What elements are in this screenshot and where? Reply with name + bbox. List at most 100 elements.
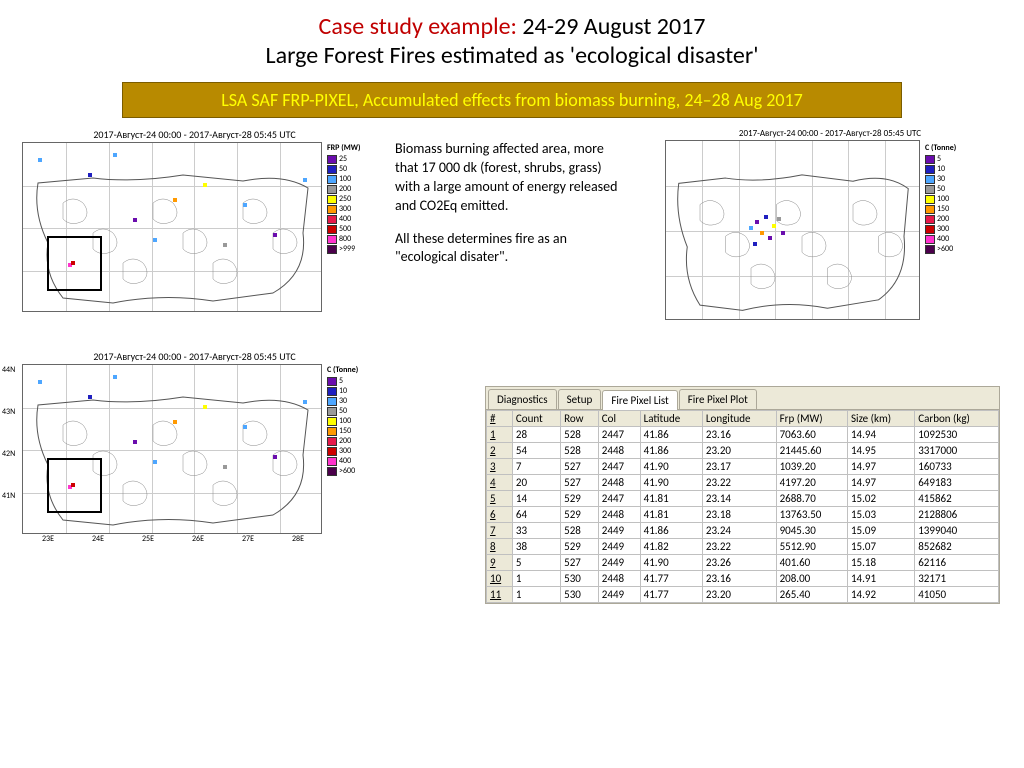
- legend-row: 300: [925, 224, 956, 234]
- table-cell: 1399040: [915, 523, 999, 539]
- legend-row: 100: [327, 416, 358, 426]
- legend-label: 400: [937, 234, 949, 244]
- legend-swatch: [327, 457, 337, 466]
- table-row[interactable]: 95527244941.9023.26401.6015.1862116: [487, 555, 999, 571]
- table-row[interactable]: 733528244941.8623.249045.3015.091399040: [487, 523, 999, 539]
- legend-swatch: [327, 447, 337, 456]
- table-cell: 9045.30: [776, 523, 847, 539]
- tab-diagnostics[interactable]: Diagnostics: [488, 389, 557, 409]
- legend-label: 300: [937, 224, 949, 234]
- table-cell: 415862: [915, 491, 999, 507]
- legend-swatch: [327, 407, 337, 416]
- col-header[interactable]: Col: [598, 411, 640, 427]
- tab-fire-pixel-list[interactable]: Fire Pixel List: [602, 390, 677, 410]
- legend-label: >600: [937, 244, 953, 254]
- table-cell: 5: [512, 555, 560, 571]
- table-cell: 2449: [598, 587, 640, 603]
- axis-y-label: 44N: [2, 365, 15, 375]
- col-header[interactable]: Longitude: [702, 411, 776, 427]
- table-row[interactable]: 128528244741.8623.167063.6014.941092530: [487, 427, 999, 443]
- legend-label: 800: [339, 234, 351, 244]
- table-cell: 10: [487, 571, 513, 587]
- legend-label: 50: [937, 184, 945, 194]
- fire-dot: [768, 236, 772, 240]
- table-cell: 265.40: [776, 587, 847, 603]
- table-row[interactable]: 254528244841.8623.2021445.6014.953317000: [487, 443, 999, 459]
- table-cell: 41.81: [640, 507, 702, 523]
- legend-swatch: [327, 245, 337, 254]
- legend-swatch: [327, 215, 337, 224]
- col-header[interactable]: Carbon (kg): [915, 411, 999, 427]
- table-row[interactable]: 514529244741.8123.142688.7015.02415862: [487, 491, 999, 507]
- legend-label: 150: [339, 426, 351, 436]
- table-row[interactable]: 420527244841.9023.224197.2014.97649183: [487, 475, 999, 491]
- title-red: Case study example:: [319, 12, 517, 41]
- table-cell: 4: [487, 475, 513, 491]
- axis-x-label: 27E: [242, 534, 254, 544]
- table-row[interactable]: 101530244841.7723.16208.0014.9132171: [487, 571, 999, 587]
- col-header[interactable]: Size (km): [847, 411, 914, 427]
- map-title: 2017-Август-24 00:00 - 2017-Август-28 05…: [22, 350, 367, 363]
- table-cell: 527: [561, 555, 599, 571]
- description: Biomass burning affected area, more that…: [395, 140, 620, 267]
- map-bottom-left: 2017-Август-24 00:00 - 2017-Август-28 05…: [22, 350, 367, 534]
- table-cell: 41.86: [640, 443, 702, 459]
- fire-dot: [38, 380, 42, 384]
- legend-label: 400: [339, 456, 351, 466]
- fire-dot: [760, 231, 764, 235]
- table-cell: 41.81: [640, 491, 702, 507]
- legend-label: >999: [339, 244, 355, 254]
- fire-dot: [772, 224, 776, 228]
- table-row[interactable]: 838529244941.8223.225512.9015.07852682: [487, 539, 999, 555]
- table-row[interactable]: 111530244941.7723.20265.4014.9241050: [487, 587, 999, 603]
- legend-row: 5: [925, 154, 956, 164]
- legend-row: 150: [925, 204, 956, 214]
- col-header[interactable]: Count: [512, 411, 560, 427]
- fire-dot: [203, 405, 207, 409]
- legend-swatch: [327, 417, 337, 426]
- legend-swatch: [925, 235, 935, 244]
- legend-swatch: [925, 225, 935, 234]
- table-cell: 41.77: [640, 587, 702, 603]
- legend-c: C (Tonne)5103050100150200300400>600: [925, 143, 956, 254]
- table-cell: 23.14: [702, 491, 776, 507]
- table-cell: 529: [561, 539, 599, 555]
- table-cell: 41050: [915, 587, 999, 603]
- tab-fire-pixel-plot[interactable]: Fire Pixel Plot: [679, 389, 757, 409]
- legend-row: 25: [327, 154, 360, 164]
- legend-swatch: [327, 397, 337, 406]
- fire-dot: [223, 465, 227, 469]
- col-header[interactable]: Row: [561, 411, 599, 427]
- legend-row: 200: [327, 184, 360, 194]
- legend-swatch: [925, 155, 935, 164]
- table-cell: 2447: [598, 491, 640, 507]
- legend-row: 400: [327, 214, 360, 224]
- table-row[interactable]: 664529244841.8123.1813763.5015.032128806: [487, 507, 999, 523]
- legend-row: 30: [925, 174, 956, 184]
- table-cell: 2447: [598, 427, 640, 443]
- table-row[interactable]: 37527244741.9023.171039.2014.97160733: [487, 459, 999, 475]
- legend-label: 30: [339, 396, 347, 406]
- legend-label: 150: [937, 204, 949, 214]
- legend-title: C (Tonne): [925, 143, 956, 153]
- legend-row: 10: [327, 386, 358, 396]
- col-header[interactable]: Latitude: [640, 411, 702, 427]
- legend-row: 50: [327, 406, 358, 416]
- table-cell: 2: [487, 443, 513, 459]
- fire-dot: [38, 158, 42, 162]
- map-title: 2017-Август-24 00:00 - 2017-Август-28 05…: [22, 128, 367, 141]
- tab-setup[interactable]: Setup: [558, 389, 602, 409]
- table-cell: 2688.70: [776, 491, 847, 507]
- legend-label: 100: [339, 174, 351, 184]
- legend-label: 400: [339, 214, 351, 224]
- fire-dot: [173, 198, 177, 202]
- legend-swatch: [925, 165, 935, 174]
- legend-swatch: [327, 235, 337, 244]
- table-cell: 14.94: [847, 427, 914, 443]
- fire-dot: [777, 217, 781, 221]
- col-header[interactable]: Frp (MW): [776, 411, 847, 427]
- table-cell: 14.91: [847, 571, 914, 587]
- table-cell: 41.86: [640, 427, 702, 443]
- col-header[interactable]: #: [487, 411, 513, 427]
- legend-label: 300: [339, 204, 351, 214]
